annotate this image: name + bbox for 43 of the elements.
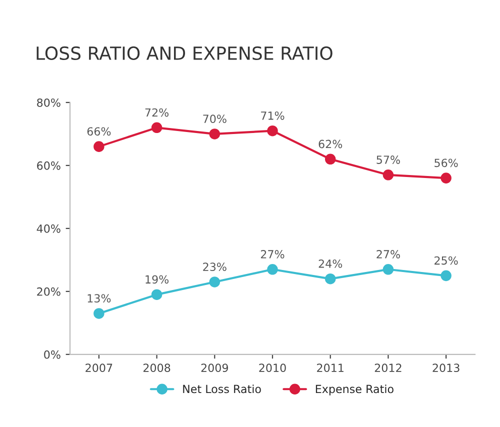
point — [440, 172, 452, 184]
x-tick-label: 2010 — [259, 364, 286, 372]
point — [382, 170, 394, 180]
x-tick-label: 2007 — [86, 364, 112, 372]
data-label: 27% — [260, 250, 284, 258]
point — [151, 122, 162, 134]
data-label: 70% — [203, 114, 226, 124]
point — [151, 289, 162, 300]
point — [94, 308, 104, 319]
point — [382, 264, 394, 275]
data-label: 71% — [261, 111, 284, 120]
point — [94, 141, 104, 152]
point — [209, 128, 220, 140]
x-tick-label: 2009 — [201, 364, 228, 372]
data-label: 66% — [87, 127, 111, 136]
x-tick-label: 2011 — [317, 364, 344, 372]
data-label: 57% — [376, 156, 400, 164]
data-label: 13% — [88, 294, 111, 303]
y-tick-label: 20% — [37, 287, 60, 296]
data-label: 23% — [203, 262, 226, 272]
point — [209, 276, 220, 288]
x-tick-label: 2013 — [432, 364, 460, 372]
y-tick-label: 40% — [36, 224, 60, 233]
point — [324, 154, 336, 165]
data-label: 19% — [146, 275, 169, 284]
point — [324, 273, 336, 284]
data-label: 56% — [434, 158, 458, 168]
point — [440, 270, 452, 282]
x-tick-label: 2012 — [374, 364, 402, 372]
data-label: 62% — [318, 140, 342, 148]
y-tick-label: 80% — [37, 98, 60, 107]
data-label: 27% — [376, 250, 400, 258]
data-label: 25% — [434, 256, 458, 265]
point — [267, 264, 278, 275]
y-tick-label: 0% — [44, 350, 60, 359]
x-tick-label: 2008 — [143, 364, 170, 372]
legend-label: Net Loss Ratio — [183, 384, 261, 394]
point — [267, 125, 278, 136]
y-tick-label: 60% — [37, 161, 60, 170]
data-label: 24% — [318, 259, 342, 268]
chart-title: LOSS RATIO AND EXPENSE RATIO — [36, 46, 332, 60]
data-label: 72% — [145, 108, 169, 117]
legend-label: Expense Ratio — [316, 384, 394, 396]
